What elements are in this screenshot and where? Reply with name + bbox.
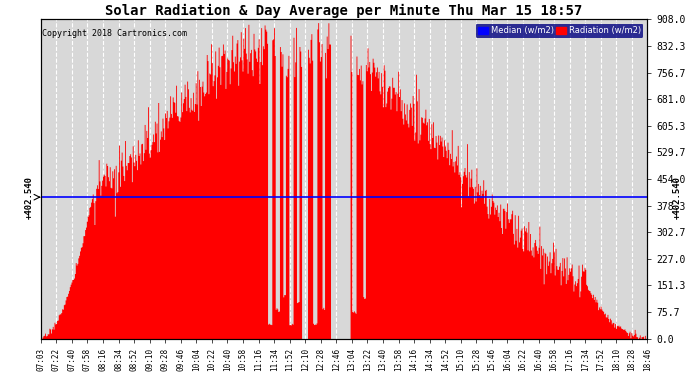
Title: Solar Radiation & Day Average per Minute Thu Mar 15 18:57: Solar Radiation & Day Average per Minute… <box>106 4 583 18</box>
Text: +402.540: +402.540 <box>673 176 682 219</box>
Legend: Median (w/m2), Radiation (w/m2): Median (w/m2), Radiation (w/m2) <box>475 24 643 38</box>
Text: Copyright 2018 Cartronics.com: Copyright 2018 Cartronics.com <box>42 29 187 38</box>
Text: +402.540: +402.540 <box>25 176 34 219</box>
